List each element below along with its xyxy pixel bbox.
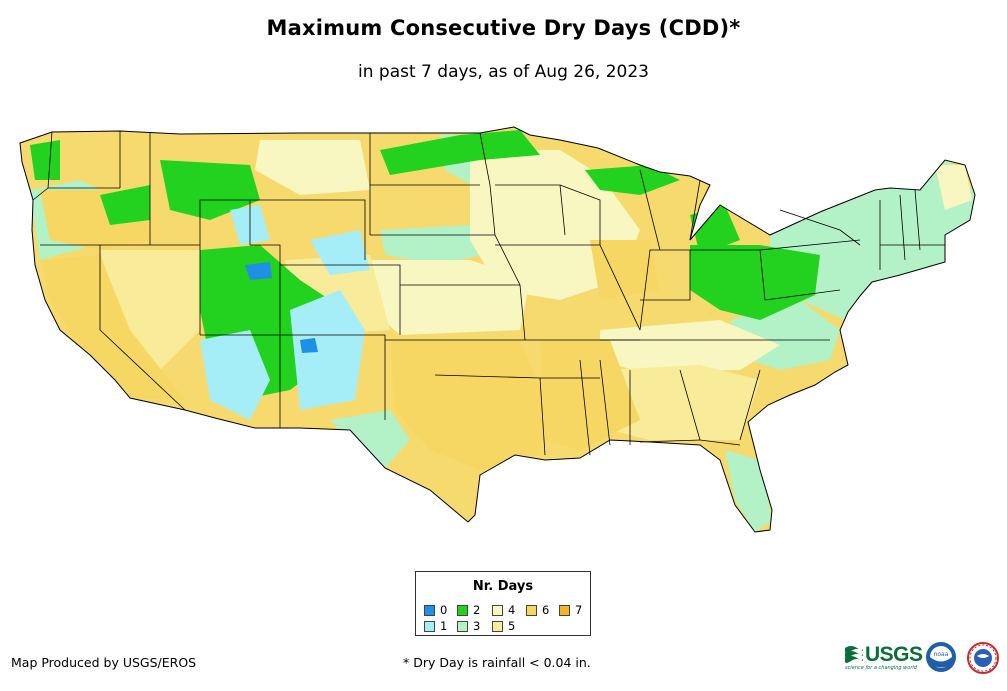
region-2-ohio-valley	[690, 245, 820, 320]
region-2-upper-midwest	[380, 130, 540, 175]
region-6-california	[40, 255, 185, 400]
usgs-logo-text: USGS	[865, 643, 923, 666]
legend-item-2: 2	[457, 603, 480, 617]
map-subtitle: in past 7 days, as of Aug 26, 2023	[358, 62, 649, 82]
region-1-arizona	[200, 330, 270, 420]
nws-logo	[967, 642, 999, 674]
legend-item-4: 4	[492, 603, 515, 617]
region-0-utah	[245, 262, 272, 280]
region-3-northeast	[770, 160, 975, 320]
legend-swatch-6	[526, 604, 537, 616]
legend-box: Nr. Days 0 1 2 3 4 5 6 7	[415, 571, 591, 636]
region-4-tennessee	[600, 320, 780, 372]
region-6-iowa	[590, 240, 660, 300]
region-2-washington	[30, 140, 60, 180]
region-2-idaho-montana	[160, 160, 260, 220]
legend-swatch-2	[457, 604, 468, 616]
usgs-tagline: science for a changing world	[845, 665, 917, 671]
legend-swatch-5	[492, 620, 503, 632]
legend-label-0: 0	[440, 603, 448, 617]
legend-item-1: 1	[424, 619, 447, 633]
region-5-nevada	[100, 250, 200, 370]
dry-day-footnote: * Dry Day is rainfall < 0.04 in.	[403, 655, 591, 670]
agency-logos: noaa USGS science for a changing world	[843, 640, 1003, 680]
region-2-upper-peninsula	[585, 165, 680, 195]
cdd-category-regions	[30, 130, 975, 532]
noaa-logo-text: noaa	[934, 651, 949, 658]
region-4-kansas	[370, 260, 530, 335]
legend-swatch-7	[559, 604, 570, 616]
legend-item-3: 3	[457, 619, 480, 633]
region-5-southeast	[600, 365, 760, 440]
us-outline	[19, 126, 976, 533]
legend-swatch-1	[424, 620, 435, 632]
region-1-new-mexico	[290, 290, 365, 410]
legend-swatch-4	[492, 604, 503, 616]
map-title: Maximum Consecutive Dry Days (CDD)*	[266, 16, 741, 40]
legend-item-7: 7	[559, 603, 582, 617]
region-0-nm-spot	[300, 338, 318, 353]
region-3-west-texas	[330, 410, 410, 468]
state-boundaries	[32, 131, 945, 456]
legend-swatch-0	[424, 604, 435, 616]
legend-item-6: 6	[526, 603, 549, 617]
legend-label-6: 6	[542, 603, 550, 617]
region-6-texas	[390, 340, 545, 470]
legend-label-7: 7	[575, 603, 583, 617]
region-6-mississippi	[540, 340, 640, 450]
region-1-colorado-east	[310, 230, 370, 275]
noaa-logo: noaa	[926, 642, 956, 672]
legend-label-4: 4	[508, 603, 516, 617]
legend-swatch-3	[457, 620, 468, 632]
legend-label-2: 2	[473, 603, 481, 617]
map-credit: Map Produced by USGS/EROS	[11, 655, 197, 670]
legend-label-5: 5	[508, 619, 516, 633]
usgs-logo-mark: noaa	[845, 642, 999, 674]
legend-title: Nr. Days	[472, 579, 534, 594]
region-2-central-idaho	[100, 185, 150, 225]
legend-item-5: 5	[492, 619, 515, 633]
legend-item-0: 0	[424, 603, 447, 617]
region-4-montana	[255, 140, 370, 195]
legend-label-3: 3	[473, 619, 481, 633]
legend-label-1: 1	[440, 619, 448, 633]
region-4-maine	[935, 165, 972, 210]
